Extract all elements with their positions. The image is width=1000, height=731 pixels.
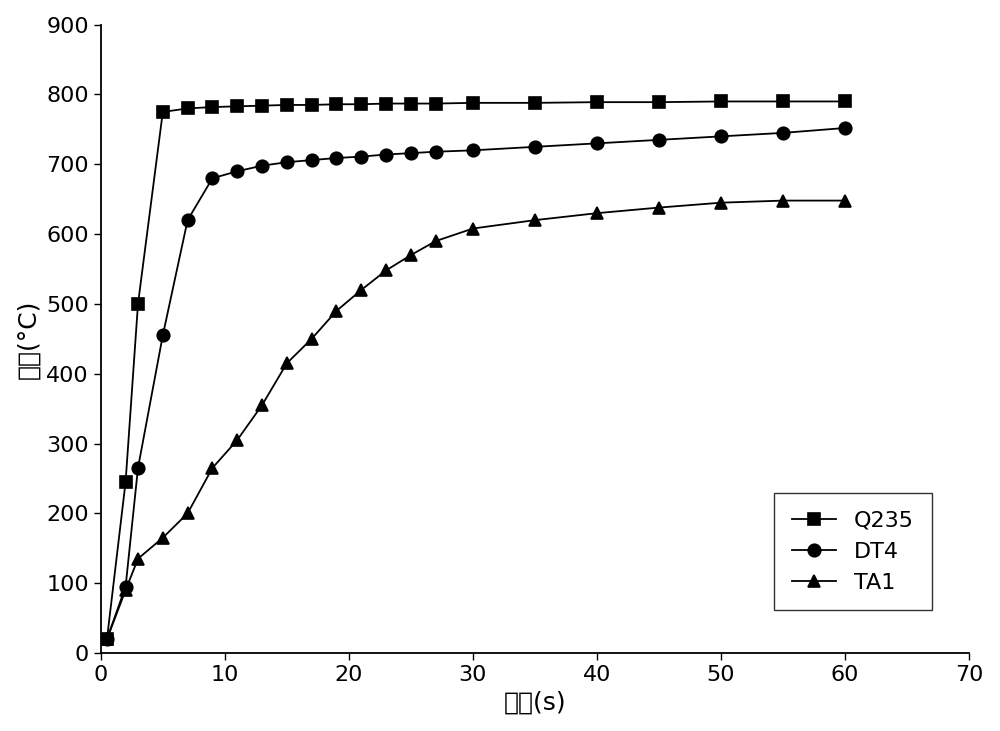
Q235 — [101, 635, 113, 643]
Q235 — [330, 100, 342, 109]
TA1 — [281, 359, 293, 368]
Q235 — [306, 101, 318, 110]
Legend: Q235, DT4, TA1: Q235, DT4, TA1 — [774, 493, 932, 610]
TA1 — [256, 401, 268, 409]
Q235 — [777, 97, 789, 106]
Q235 — [256, 102, 268, 110]
TA1 — [380, 266, 392, 275]
DT4 — [330, 154, 342, 162]
TA1 — [182, 509, 194, 518]
DT4 — [777, 129, 789, 137]
Q235 — [132, 300, 144, 308]
Line: Q235: Q235 — [101, 95, 851, 645]
TA1 — [132, 554, 144, 563]
DT4 — [380, 150, 392, 159]
DT4 — [231, 167, 243, 175]
Q235 — [355, 100, 367, 109]
Q235 — [653, 98, 665, 107]
DT4 — [355, 152, 367, 161]
DT4 — [715, 132, 727, 141]
Q235 — [231, 102, 243, 110]
TA1 — [330, 306, 342, 315]
Line: TA1: TA1 — [101, 194, 851, 645]
TA1 — [777, 196, 789, 205]
Q235 — [182, 104, 194, 113]
DT4 — [206, 174, 218, 183]
DT4 — [256, 162, 268, 170]
Q235 — [380, 99, 392, 108]
DT4 — [132, 463, 144, 472]
TA1 — [430, 237, 442, 246]
Q235 — [281, 101, 293, 110]
TA1 — [231, 436, 243, 444]
DT4 — [405, 148, 417, 157]
TA1 — [355, 286, 367, 295]
TA1 — [467, 224, 479, 233]
Q235 — [715, 97, 727, 106]
DT4 — [430, 148, 442, 156]
DT4 — [306, 156, 318, 164]
TA1 — [529, 216, 541, 224]
Q235 — [467, 99, 479, 107]
Q235 — [591, 98, 603, 107]
TA1 — [101, 635, 113, 643]
DT4 — [281, 158, 293, 167]
Q235 — [206, 102, 218, 111]
TA1 — [715, 198, 727, 207]
DT4 — [101, 635, 113, 643]
TA1 — [653, 203, 665, 212]
TA1 — [591, 209, 603, 218]
DT4 — [157, 331, 169, 340]
Q235 — [120, 477, 132, 486]
DT4 — [182, 216, 194, 224]
DT4 — [467, 146, 479, 155]
TA1 — [157, 534, 169, 542]
Line: DT4: DT4 — [101, 122, 851, 645]
Q235 — [839, 97, 851, 106]
Q235 — [529, 99, 541, 107]
Y-axis label: 温度(°C): 温度(°C) — [17, 299, 41, 379]
DT4 — [529, 143, 541, 151]
TA1 — [306, 335, 318, 344]
Q235 — [405, 99, 417, 108]
DT4 — [839, 124, 851, 132]
TA1 — [839, 196, 851, 205]
DT4 — [591, 139, 603, 148]
DT4 — [120, 583, 132, 591]
X-axis label: 时间(s): 时间(s) — [504, 690, 566, 714]
TA1 — [206, 463, 218, 472]
Q235 — [157, 107, 169, 116]
TA1 — [405, 251, 417, 260]
DT4 — [653, 135, 665, 144]
Q235 — [430, 99, 442, 108]
TA1 — [120, 586, 132, 594]
